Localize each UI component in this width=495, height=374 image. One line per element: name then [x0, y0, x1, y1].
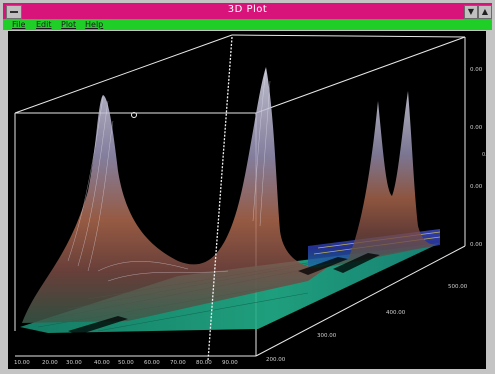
- minimize-icon: ▼: [467, 7, 475, 16]
- plot-area[interactable]: 0.0 10.00 20.00 30.00 40.00 50.00 60.00 …: [8, 31, 486, 369]
- left-tick: 30.00: [66, 360, 82, 366]
- right-tick: 500.00: [448, 284, 468, 290]
- left-tick: 70.00: [170, 360, 186, 366]
- right-tick: 200.00: [266, 357, 286, 363]
- cursor-marker[interactable]: [131, 112, 137, 118]
- minimize-button[interactable]: ▼: [464, 5, 478, 19]
- system-menu-icon: [10, 11, 18, 13]
- window-title: 3D Plot: [227, 4, 268, 15]
- vertical-tick: 0.00: [470, 242, 483, 248]
- left-tick: 60.00: [144, 360, 160, 366]
- left-tick: 40.00: [94, 360, 110, 366]
- vertical-tick: 0.00: [470, 125, 483, 131]
- left-tick: 50.00: [118, 360, 134, 366]
- cursor-line[interactable]: [207, 36, 233, 362]
- vertical-tick: 0.00: [470, 184, 483, 190]
- vertical-tick: 0.00: [470, 67, 483, 73]
- menu-help[interactable]: Help: [85, 20, 104, 29]
- maximize-button[interactable]: ▲: [478, 5, 492, 19]
- left-tick: 80.00: [196, 360, 212, 366]
- system-menu-button[interactable]: [6, 5, 22, 19]
- left-tick: 10.00: [14, 360, 30, 366]
- right-peaks: [308, 91, 438, 271]
- menu-plot[interactable]: Plot: [61, 20, 77, 29]
- plot-canvas: 0.0 10.00 20.00 30.00 40.00 50.00 60.00 …: [14, 34, 486, 366]
- peak-shadows: [68, 253, 380, 335]
- menu-file[interactable]: File: [12, 20, 26, 29]
- vertical-axis-label: 0.0: [482, 152, 486, 158]
- menu-edit[interactable]: Edit: [36, 20, 52, 29]
- left-peak: [22, 67, 328, 323]
- left-tick: 20.00: [42, 360, 58, 366]
- maximize-icon: ▲: [481, 7, 489, 16]
- box-frame: [14, 34, 466, 357]
- right-tick: 400.00: [386, 310, 406, 316]
- axis-ticks: 10.00 20.00 30.00 40.00 50.00 60.00 70.0…: [14, 67, 483, 366]
- surface-mesh: [67, 68, 271, 282]
- title-bar[interactable]: 3D Plot ▼ ▲: [3, 3, 492, 19]
- menu-bar: File Edit Plot Help: [3, 19, 492, 30]
- right-tick: 300.00: [317, 333, 337, 339]
- left-tick: 90.00: [222, 360, 238, 366]
